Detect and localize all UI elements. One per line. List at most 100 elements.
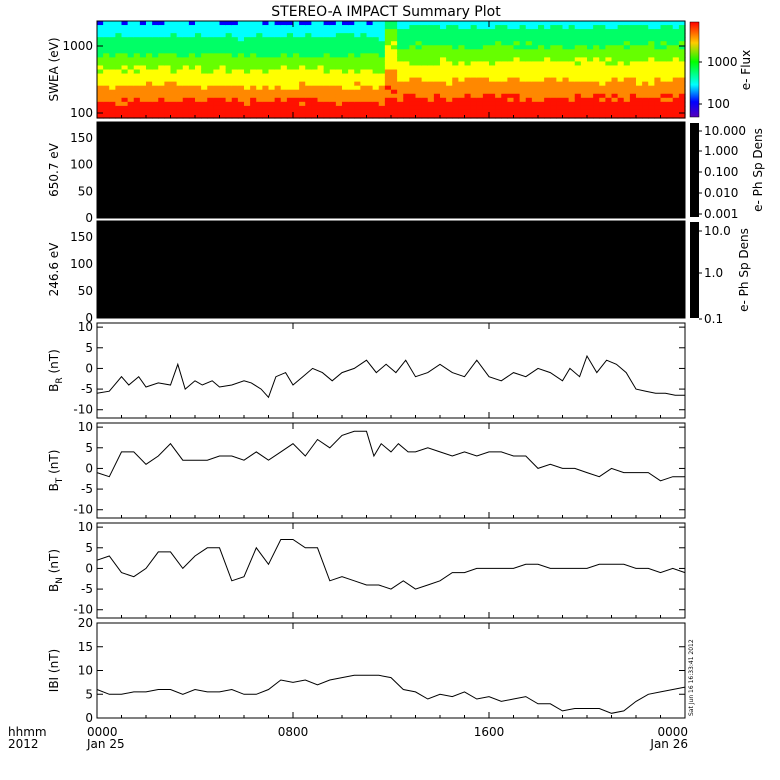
spectrogram-cell [593, 101, 600, 107]
spectrogram-cell [550, 41, 557, 46]
spectrogram-cell [262, 33, 270, 38]
spectrogram-cell [507, 29, 515, 34]
spectrogram-cell [446, 41, 453, 46]
spectrogram-cell [489, 41, 496, 46]
spectrogram-cell [544, 41, 551, 46]
spectrogram-cell [409, 77, 417, 83]
series-line [96, 354, 685, 399]
spectrogram-cell [305, 69, 312, 75]
spectrogram-cell [280, 93, 288, 99]
spectrogram-cell [636, 37, 643, 42]
spectrogram-cell [642, 113, 649, 119]
spectrogram-cell [231, 93, 239, 99]
spectrogram-cell [593, 93, 600, 99]
spectrogram-cell [158, 53, 165, 58]
spectrogram-cell [470, 33, 478, 38]
spectrogram-cell [384, 33, 392, 38]
spectrogram-cell [360, 109, 368, 115]
spectrogram-cell [654, 65, 662, 71]
spectrogram-cell [678, 109, 686, 115]
spectrogram-cell [513, 69, 521, 75]
spectrogram-cell [225, 73, 233, 79]
spectrogram-cell [164, 105, 172, 111]
spectrogram-cell [574, 53, 582, 58]
spectrogram-cell [580, 105, 588, 111]
spectrogram-cell [482, 73, 490, 79]
spectrogram-cell [250, 89, 257, 95]
spectrogram-cell [109, 109, 116, 115]
spectrogram-cell [188, 81, 196, 87]
spectrogram-cell [384, 105, 392, 111]
spectrogram-cell [580, 85, 588, 91]
spectrogram-cell [666, 81, 674, 87]
series-line [96, 430, 685, 482]
spectrogram-cell [329, 45, 337, 50]
spectrogram-cell [556, 73, 564, 79]
spectrogram-cell [158, 69, 165, 75]
spectrogram-cell [489, 57, 496, 63]
spectrogram-cell [268, 73, 276, 79]
spectrogram-cell [482, 21, 490, 26]
spectrogram-cell [274, 97, 282, 103]
spectrogram-cell [317, 81, 325, 87]
spectrogram-cell [219, 89, 227, 95]
spectrogram-cell [556, 97, 564, 103]
time-tick-label: 0000 [657, 725, 688, 739]
spectrogram-cell [568, 89, 576, 95]
spectrogram-cell [482, 29, 490, 34]
spectrogram-cell [660, 85, 668, 91]
spectrogram-cell [562, 89, 570, 95]
spectrogram-cell [507, 77, 515, 83]
spectrogram-cell [495, 73, 502, 79]
spectrogram-cell [366, 53, 374, 58]
spectrogram-cell [605, 41, 613, 46]
spectrogram-cell [654, 53, 662, 58]
spectrogram-cell [182, 49, 190, 54]
spectrogram-cell [250, 41, 257, 46]
spectrogram-cell [574, 33, 582, 38]
spectrogram-cell [384, 85, 392, 91]
spectrogram-cell [213, 65, 221, 71]
spectrogram-cell [121, 113, 129, 119]
spectrogram-cell [446, 53, 453, 58]
spectrogram-cell [519, 41, 527, 46]
spectrogram-cell [201, 69, 208, 75]
spectrogram-cell [384, 93, 392, 99]
spectrogram-cell [311, 57, 319, 63]
spectrogram-cell [531, 89, 539, 95]
spectrogram-cell [629, 41, 637, 46]
spectrogram-cell [562, 49, 570, 54]
spectrogram-cell [495, 101, 502, 107]
spectrogram-cell [531, 93, 539, 99]
spectrogram-cell [446, 105, 453, 111]
spectrogram-cell [519, 113, 527, 119]
spectrogram-cell [660, 61, 668, 67]
y-tick-label: 100 [70, 158, 93, 172]
spectrogram-cell [489, 97, 496, 103]
spectrogram-cell [152, 81, 159, 87]
spectrogram-cell [299, 73, 306, 79]
spectrogram-cell [458, 69, 466, 75]
spectrogram-cell [342, 21, 349, 26]
spectrogram-cell [415, 41, 423, 46]
spectrogram-cell [115, 49, 123, 54]
spectrogram-cell [115, 65, 123, 71]
spectrogram-cell [550, 69, 557, 75]
spectrogram-cell [348, 53, 355, 58]
spectrogram-cell [513, 41, 521, 46]
spectrogram-cell [342, 65, 349, 71]
spectrogram-cell [152, 93, 159, 99]
spectrogram-cell [139, 85, 147, 91]
spectrogram-cell [188, 93, 196, 99]
spectrogram-cell [164, 81, 172, 87]
spectrogram-cell [501, 21, 508, 26]
spectrogram-cell [188, 37, 196, 42]
spectrogram-cell [617, 73, 625, 79]
spectrogram-cell [286, 113, 294, 119]
corner-label-year: 2012 [8, 737, 39, 751]
spectrogram-cell [250, 29, 257, 34]
spectrogram-cell [452, 29, 459, 34]
spectrogram-cell [501, 37, 508, 42]
spectrogram-cell [397, 45, 404, 50]
spectrogram-cell [348, 61, 355, 67]
